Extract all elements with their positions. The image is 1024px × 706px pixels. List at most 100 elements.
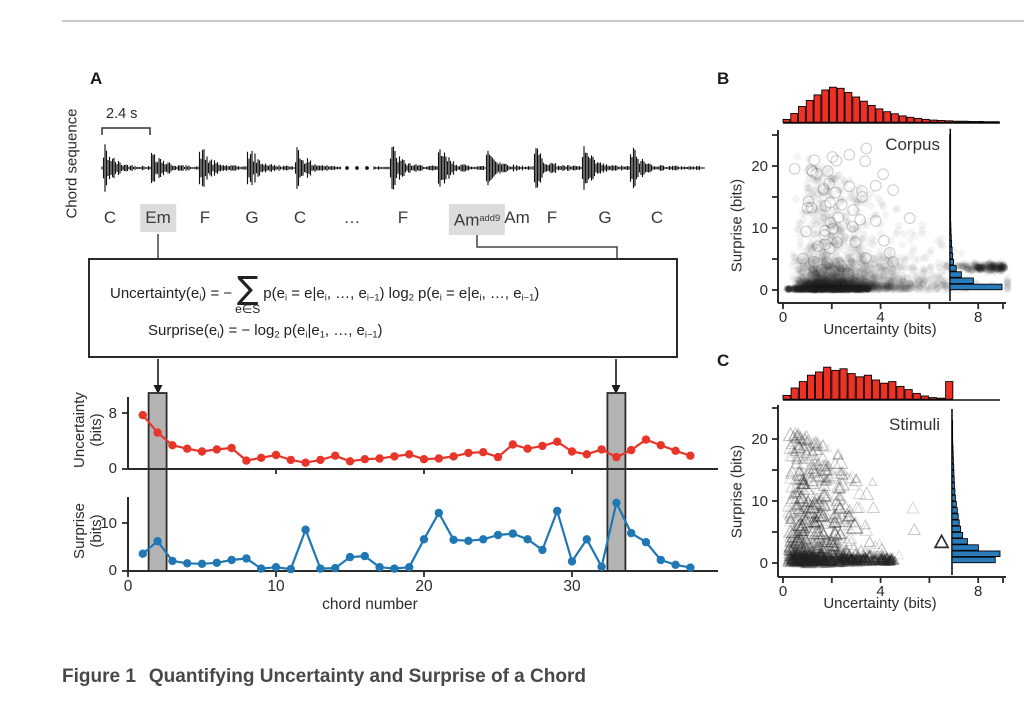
tick-label: 20 — [751, 431, 768, 448]
histogram-bar — [949, 134, 952, 142]
data-point — [301, 525, 310, 534]
histogram-bar — [949, 209, 952, 216]
data-point — [153, 428, 162, 437]
chord-label: C — [103, 208, 117, 227]
histogram-bar — [831, 369, 840, 400]
histogram-bar — [951, 538, 968, 545]
data-point — [671, 560, 680, 569]
histogram-bar — [951, 531, 964, 539]
corpus-scatter-cloud — [788, 152, 1012, 294]
histogram-bar — [782, 118, 791, 123]
histogram-bar — [949, 271, 962, 278]
surprise-y-axis-label: Surprise (bits) — [71, 503, 105, 559]
data-point — [656, 441, 665, 450]
tick-label: 8 — [109, 405, 117, 422]
waveform-ellipsis-dot — [365, 166, 369, 170]
histogram-bar — [949, 221, 952, 229]
histogram-bar — [937, 120, 946, 123]
histogram-bar — [951, 457, 954, 464]
data-point — [301, 458, 310, 467]
histogram-bar — [912, 392, 921, 400]
histogram-bar — [949, 184, 952, 191]
data-point — [553, 506, 562, 516]
histogram-bar — [949, 141, 952, 148]
data-point — [464, 536, 473, 545]
data-point — [360, 551, 369, 561]
waveform-ellipsis-dot — [345, 166, 349, 170]
data-point — [405, 450, 414, 459]
panel-a-label: A — [90, 69, 103, 88]
data-point — [331, 451, 340, 460]
histogram-bar — [815, 371, 824, 400]
data-point — [345, 552, 355, 562]
arrow-head-icon — [153, 385, 163, 394]
histogram-bar — [951, 469, 955, 477]
tick-label: 10 — [751, 493, 768, 510]
tick-label: 0 — [124, 578, 133, 595]
data-point — [345, 457, 355, 466]
stimuli-scatter-cloud — [781, 426, 922, 569]
chord-label: C — [650, 208, 664, 227]
duration-label: 2.4 s — [106, 106, 138, 122]
histogram-bar — [928, 397, 937, 400]
histogram-bar — [813, 94, 822, 123]
data-point — [138, 549, 147, 558]
highlight-bars — [147, 392, 627, 572]
histogram-bar — [949, 252, 954, 260]
histogram-bar — [951, 488, 956, 495]
histogram-bar — [798, 381, 807, 400]
histogram-bar — [951, 445, 954, 452]
histogram-bar — [951, 451, 954, 458]
histogram-bar — [949, 246, 953, 253]
histogram-bar — [951, 513, 959, 520]
data-point — [242, 554, 251, 563]
histogram-bar — [949, 258, 955, 266]
histogram-bar — [949, 265, 957, 272]
stimuli-top-histogram — [782, 366, 1000, 401]
chord-label: Em — [140, 204, 176, 232]
figure-caption: Figure 1 Quantifying Uncertainty and Surp… — [62, 666, 586, 688]
data-point — [567, 557, 577, 566]
histogram-bar — [949, 165, 952, 173]
histogram-bar — [951, 500, 957, 508]
histogram-bar — [949, 190, 952, 198]
data-point — [508, 529, 517, 538]
data-point — [656, 555, 665, 565]
data-point — [686, 451, 695, 460]
corpus-top-histogram — [782, 86, 1000, 124]
histogram-bar — [823, 366, 832, 400]
figure-caption-number: Figure 1 — [62, 666, 136, 687]
chord-label: … — [343, 208, 361, 227]
histogram-bar — [951, 432, 954, 440]
histogram-bar — [949, 277, 974, 284]
histogram-bar — [951, 525, 962, 533]
data-point — [242, 456, 251, 465]
data-point — [197, 559, 207, 568]
data-point — [479, 535, 488, 544]
histogram-bar — [949, 178, 952, 185]
data-point — [375, 454, 384, 463]
histogram-bar — [852, 96, 861, 123]
data-point — [538, 441, 547, 451]
histogram-bar — [945, 120, 954, 123]
data-point — [612, 452, 621, 462]
histogram-bar — [951, 507, 958, 514]
data-point — [153, 537, 162, 546]
data-point — [627, 445, 636, 455]
data-point — [671, 446, 680, 455]
histogram-bar — [821, 89, 830, 123]
surprise-line-series — [138, 498, 695, 574]
tick-label: 30 — [563, 578, 581, 595]
histogram-bar — [951, 556, 996, 564]
histogram-bar — [839, 368, 848, 400]
chord-label: C — [293, 208, 307, 227]
histogram-bar — [951, 482, 955, 489]
data-point — [641, 538, 651, 547]
amadd9-connector-line — [476, 234, 618, 258]
arrow-head-icon — [611, 385, 621, 394]
histogram-bar — [829, 86, 837, 123]
histogram-bar — [790, 387, 799, 400]
histogram-bar — [914, 117, 923, 123]
